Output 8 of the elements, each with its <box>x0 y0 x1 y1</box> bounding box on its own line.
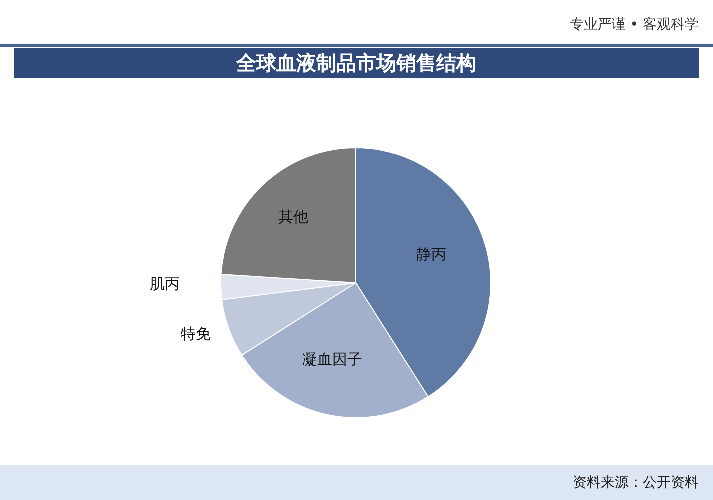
slice-label: 静丙 <box>416 246 446 264</box>
text: 专业严谨 • 客观科学 <box>570 16 699 34</box>
slice-label: 凝血因子 <box>302 350 363 369</box>
slice-label: 特免 <box>181 324 212 343</box>
text: 资料来源：公开资料 <box>573 474 699 492</box>
slice-label: 其他 <box>278 208 309 226</box>
chart-title: 全球血液制品市场销售结构 <box>14 48 699 78</box>
slice-label: 肌丙 <box>150 274 180 293</box>
